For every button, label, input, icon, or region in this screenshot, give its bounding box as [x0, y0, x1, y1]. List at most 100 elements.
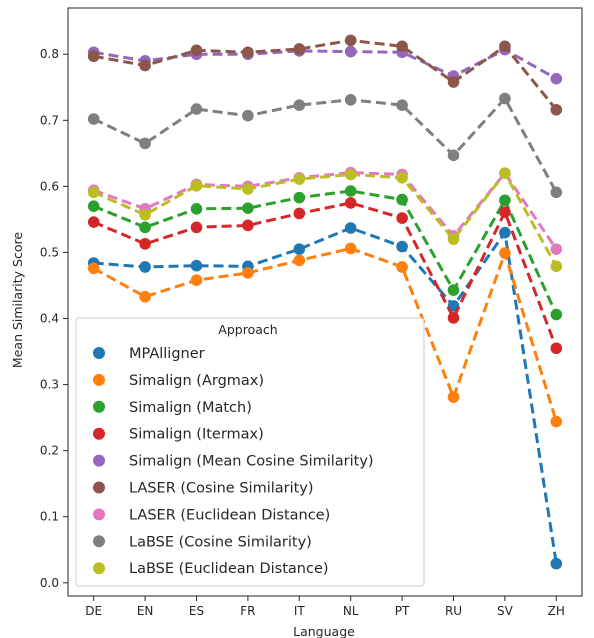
data-point	[190, 274, 203, 286]
legend-label: LaBSE (Cosine Similarity)	[129, 534, 312, 550]
data-point	[87, 186, 100, 199]
data-point	[447, 312, 460, 324]
data-point	[190, 103, 203, 115]
y-tick-label: 0.4	[40, 312, 59, 326]
legend-title: Approach	[218, 322, 277, 337]
legend-marker	[93, 481, 105, 494]
x-tick-label: DE	[85, 604, 102, 618]
legend-item: Simalign (Itermax)	[93, 427, 264, 443]
series-line	[93, 171, 558, 250]
legend-label: Simalign (Itermax)	[129, 427, 264, 443]
data-point	[499, 40, 511, 53]
series-line	[93, 201, 558, 349]
x-tick-label: ES	[189, 604, 204, 618]
data-point	[447, 391, 460, 403]
data-point	[242, 183, 254, 195]
data-point	[396, 261, 408, 273]
data-point	[550, 342, 563, 355]
data-point	[293, 207, 306, 220]
data-point	[499, 167, 511, 179]
x-axis-label: Language	[293, 624, 355, 638]
legend-item: Simalign (Mean Cosine Similarity)	[93, 454, 374, 470]
x-tick-label: PT	[395, 604, 410, 618]
data-point	[396, 171, 408, 184]
data-point	[550, 260, 563, 273]
data-point	[550, 308, 563, 321]
data-point	[550, 557, 563, 570]
y-axis-label: Mean Similarity Score	[10, 232, 25, 368]
data-point	[550, 103, 563, 116]
legend-item: MPAlligner	[93, 346, 205, 362]
data-point	[344, 34, 357, 47]
data-point	[87, 113, 100, 125]
y-tick-label: 0.8	[40, 47, 59, 61]
data-point	[499, 206, 511, 218]
legend-item: LaBSE (Cosine Similarity)	[93, 534, 312, 550]
series-8	[87, 167, 563, 273]
data-point	[344, 242, 357, 255]
data-point	[396, 193, 408, 206]
data-point	[396, 40, 408, 53]
data-point	[344, 197, 357, 209]
legend: Approach MPAlligner Simalign (Argmax) Simal…	[75, 317, 425, 587]
legend-label: LASER (Cosine Similarity)	[129, 481, 314, 497]
x-tick-label: NL	[343, 604, 359, 618]
legend-marker	[93, 373, 105, 386]
data-point	[293, 243, 306, 255]
data-point	[139, 59, 151, 72]
series-5	[87, 34, 563, 116]
series-layer	[87, 34, 563, 570]
legend-box	[75, 317, 425, 587]
data-point	[344, 185, 357, 197]
legend-marker	[93, 427, 105, 440]
data-point	[293, 43, 306, 55]
data-point	[447, 76, 460, 88]
data-point	[550, 243, 563, 255]
legend-label: LASER (Euclidean Distance)	[129, 507, 330, 523]
x-tick-label: IT	[294, 604, 306, 618]
y-tick-label: 0.6	[40, 179, 59, 193]
legend-marker	[93, 454, 105, 467]
data-point	[499, 194, 511, 207]
data-point	[87, 216, 100, 228]
series-3	[87, 197, 563, 355]
data-point	[190, 179, 203, 192]
data-point	[550, 72, 563, 85]
legend-marker	[93, 508, 105, 521]
legend-label: Simalign (Argmax)	[129, 373, 264, 389]
series-7	[87, 92, 563, 199]
data-point	[550, 415, 563, 428]
x-tick-label: ZH	[548, 604, 565, 618]
series-line	[92, 247, 558, 423]
y-tick-label: 0.0	[40, 576, 59, 590]
data-point	[139, 221, 151, 234]
data-point	[242, 267, 254, 279]
y-tick-label: 0.3	[40, 378, 59, 392]
x-tick-label: SV	[497, 604, 514, 618]
axes-layer: 0.0 0.1 0.2 0.3 0.4 0.5 0.6 0.7 0.8 DE EN ES FR IT NL P…	[40, 7, 583, 618]
data-point	[190, 221, 203, 234]
legend-item: LaBSE (Euclidean Distance)	[93, 561, 329, 577]
series-line	[93, 97, 558, 194]
x-tick-label: RU	[445, 604, 462, 618]
data-point	[293, 254, 306, 267]
legend-item: LASER (Euclidean Distance)	[93, 507, 330, 523]
legend-marker	[93, 400, 105, 413]
series-line	[93, 226, 558, 564]
series-1	[87, 242, 563, 428]
series-2	[87, 185, 563, 321]
y-tick-label: 0.7	[40, 113, 59, 127]
data-point	[293, 99, 306, 111]
series-line	[93, 189, 558, 316]
data-point	[139, 137, 151, 150]
data-point	[396, 99, 408, 111]
data-point	[242, 46, 254, 59]
data-point	[499, 226, 511, 239]
data-point	[190, 203, 203, 215]
legend-label: Simalign (Mean Cosine Similarity)	[129, 454, 374, 470]
legend-item: Simalign (Argmax)	[93, 373, 264, 389]
data-point	[293, 173, 306, 185]
data-point	[139, 290, 151, 303]
data-point	[550, 186, 563, 199]
